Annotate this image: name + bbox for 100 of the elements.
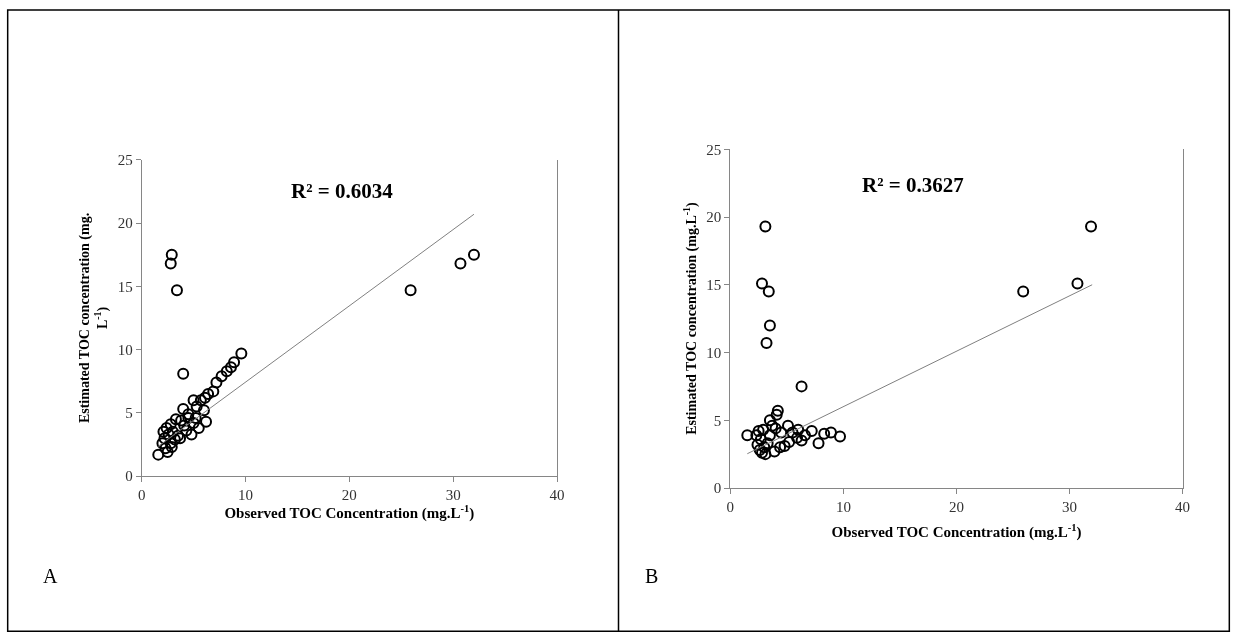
point (782, 419, 794, 432)
point (190, 400, 203, 413)
point (768, 445, 781, 458)
point (757, 423, 770, 436)
point (1017, 285, 1030, 298)
point (187, 416, 200, 429)
x-tick-label: 30 (1062, 499, 1078, 515)
point (178, 419, 191, 432)
x-tick-label: 0 (137, 487, 146, 504)
point (454, 257, 467, 270)
point (751, 438, 764, 451)
text: B (645, 565, 659, 587)
point (467, 248, 480, 261)
point (763, 429, 776, 442)
point (165, 248, 178, 261)
y-tick-label: 10 (706, 344, 722, 361)
point (199, 391, 211, 404)
point (824, 426, 837, 439)
point (761, 437, 774, 450)
point (1085, 220, 1098, 233)
point (207, 385, 220, 398)
y-tick-label: 20 (706, 209, 722, 226)
point (165, 441, 178, 454)
y-tick-label: 10 (117, 341, 133, 358)
point (169, 413, 182, 426)
point (164, 418, 177, 431)
point (164, 257, 177, 270)
x-tick-label: 10 (238, 487, 253, 504)
x-axis-title: Observed TOC Concentration (mg.L$^{-1}$) (224, 503, 475, 523)
annotation: R² = 0.3627 (862, 173, 964, 197)
annotation: R² = 0.6034 (291, 179, 394, 203)
point (175, 414, 188, 427)
point (177, 367, 190, 380)
point (795, 434, 808, 447)
point (185, 428, 198, 441)
point (1071, 277, 1084, 290)
y-tick-label: 15 (706, 277, 722, 293)
point (791, 431, 804, 444)
point (762, 285, 775, 298)
point (235, 347, 248, 360)
point (741, 429, 754, 442)
point (783, 435, 796, 448)
point (220, 365, 233, 378)
point (177, 403, 190, 416)
y-tick-label: 25 (706, 141, 722, 158)
point (834, 430, 847, 443)
point (210, 376, 223, 389)
point (760, 337, 773, 350)
y-tick-label: 25 (117, 152, 133, 169)
point (759, 220, 772, 233)
point (404, 284, 417, 297)
point (786, 426, 799, 439)
y-tick-label: 0 (125, 468, 133, 485)
x-tick-label: 40 (1175, 499, 1191, 515)
y-tick-label: 5 (125, 405, 133, 422)
point (202, 387, 215, 400)
point (756, 277, 768, 290)
point (194, 394, 207, 407)
point (197, 404, 210, 417)
x-tick-label: 20 (341, 487, 357, 504)
point (763, 414, 776, 427)
point (152, 448, 165, 461)
point (770, 408, 783, 421)
point (161, 446, 174, 459)
y-tick-label: 20 (117, 215, 133, 232)
point (156, 437, 169, 450)
point (812, 437, 825, 450)
point (775, 426, 788, 439)
point (170, 284, 183, 297)
point (228, 356, 241, 369)
x-tick-label: 10 (835, 499, 851, 515)
point (159, 442, 172, 455)
point (805, 425, 818, 438)
point (168, 433, 181, 446)
point (774, 441, 787, 454)
point (795, 380, 808, 393)
x-tick-label: 20 (948, 499, 964, 515)
point (759, 448, 772, 461)
x-tick-label: 0 (726, 499, 735, 515)
x-tick-label: 30 (445, 487, 461, 504)
point (750, 429, 763, 442)
point (778, 440, 791, 452)
point (215, 370, 228, 383)
text: A (43, 565, 58, 587)
x-tick-label: 40 (549, 487, 565, 504)
point (771, 404, 784, 417)
point (189, 411, 202, 424)
point (792, 423, 805, 436)
point (763, 319, 776, 332)
point (224, 361, 237, 374)
point (200, 415, 213, 428)
y-tick-label: 5 (713, 412, 722, 429)
point (798, 429, 811, 442)
x-axis-title: Observed TOC Concentration (mg.L$^{-1}$) (831, 521, 1082, 541)
point (180, 424, 193, 437)
point (818, 427, 831, 440)
point (192, 422, 205, 435)
point (752, 425, 765, 438)
y-tick-label: 15 (117, 278, 133, 295)
point (187, 394, 200, 407)
